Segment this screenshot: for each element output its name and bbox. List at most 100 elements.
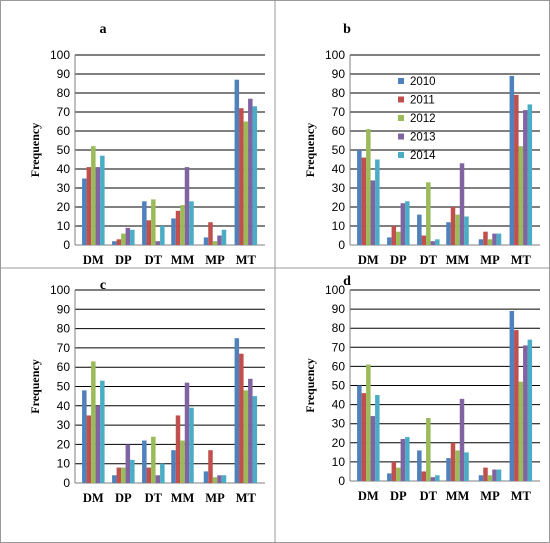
bar-mm-2013 [184, 382, 190, 483]
bar-mp-2014 [221, 475, 227, 483]
bar-mt-2010 [509, 75, 515, 246]
bar-dp-2013 [400, 203, 406, 245]
legend-swatch [398, 115, 404, 121]
y-tick-label: 80 [332, 86, 346, 100]
x-tick-label: DM [358, 489, 379, 503]
x-tick-label: DP [115, 253, 132, 267]
bar-mt-2014 [252, 106, 258, 245]
panel-a: a 0 10 20 30 40 50 60 70 80 90 100 Frequency DM DP DT MM… [28, 22, 265, 267]
x-tick-label: DP [115, 491, 132, 505]
bar-mm-2014 [189, 201, 194, 245]
bar-mt-2013 [248, 378, 253, 483]
bar-mp-2014 [496, 469, 502, 481]
panel-d: d 0 10 20 30 40 50 60 70 80 90 100 Frequency DM DP DT MM… [303, 274, 540, 503]
bar-mp-2010 [203, 237, 209, 245]
bar-dm-2012 [366, 364, 371, 481]
bar-dm-2011 [361, 157, 367, 245]
panel-title: a [100, 22, 107, 37]
bar-mp-2013 [492, 233, 497, 245]
bar-dp-2012 [396, 467, 401, 481]
bar-dm-2012 [366, 129, 371, 245]
bar-dp-2010 [387, 237, 392, 245]
y-tick-label: 60 [57, 124, 71, 138]
bar-mt-2011 [239, 353, 244, 483]
x-tick-label: MM [446, 253, 470, 267]
y-axis-label: Frequency [28, 123, 42, 177]
y-tick-label: 20 [57, 437, 71, 451]
bar-dt-2013 [430, 477, 436, 481]
bar-dm-2010 [357, 385, 362, 481]
x-tick-label: MM [171, 491, 195, 505]
bar-dm-2014 [100, 155, 105, 245]
bar-mt-2012 [243, 121, 249, 245]
y-tick-label: 80 [57, 322, 71, 336]
bar-mp-2012 [487, 239, 493, 245]
y-tick-label: 30 [57, 418, 71, 432]
x-tick-label: DM [358, 253, 379, 267]
bar-mt-2013 [523, 110, 528, 245]
bar-dp-2011 [116, 239, 122, 245]
bar-dt-2010 [142, 440, 147, 483]
bar-dm-2013 [95, 167, 101, 245]
y-tick-label: 30 [332, 417, 346, 431]
bar-dp-2012 [396, 231, 401, 245]
bar-mm-2014 [464, 216, 469, 245]
bar-mt-2011 [239, 108, 244, 245]
bar-mp-2010 [203, 471, 209, 483]
bar-mt-2011 [514, 94, 519, 246]
legend-swatch [398, 96, 404, 103]
bar-mt-2014 [527, 339, 533, 481]
bar-mp-2013 [492, 469, 497, 481]
bar-dt-2013 [430, 241, 436, 245]
panel-title: d [343, 274, 351, 289]
bar-dt-2013 [155, 241, 161, 245]
bar-mp-2014 [496, 233, 502, 245]
bar-mp-2012 [487, 475, 493, 481]
bar-dt-2013 [155, 475, 161, 483]
y-tick-label: 100 [50, 48, 70, 62]
bar-dm-2011 [361, 393, 367, 481]
bar-mp-2011 [483, 231, 488, 245]
x-tick-label: MP [205, 253, 225, 267]
bar-mm-2012 [180, 440, 185, 483]
bar-dp-2012 [121, 467, 126, 483]
y-tick-label: 40 [332, 398, 346, 412]
y-tick-label: 10 [57, 457, 71, 471]
bar-mm-2012 [180, 205, 185, 245]
y-tick-label: 70 [332, 105, 346, 119]
bar-dp-2014 [130, 229, 135, 245]
y-tick-label: 90 [332, 302, 346, 316]
y-tick-label: 60 [332, 124, 346, 138]
bar-dm-2011 [86, 415, 92, 483]
bar-dm-2014 [100, 380, 105, 483]
legend-swatch [398, 152, 404, 158]
y-axis-label: Frequency [303, 123, 317, 177]
bar-mp-2014 [221, 229, 227, 245]
y-tick-label: 40 [57, 162, 71, 176]
bar-dp-2012 [121, 233, 126, 245]
x-tick-label: MP [480, 489, 500, 503]
bar-mt-2014 [527, 104, 533, 246]
bar-mm-2012 [455, 214, 460, 245]
bar-dt-2014 [160, 226, 165, 245]
bar-mm-2011 [450, 442, 456, 481]
bar-mt-2012 [518, 381, 524, 481]
x-tick-label: MT [236, 253, 257, 267]
panel-title: b [343, 22, 351, 37]
y-tick-label: 30 [332, 181, 346, 195]
bar-dp-2010 [112, 475, 117, 483]
y-tick-label: 100 [50, 283, 70, 297]
bar-mp-2011 [208, 222, 213, 245]
legend-entry: 2010 [410, 76, 436, 88]
y-tick-label: 20 [332, 200, 346, 214]
bar-mm-2010 [446, 222, 451, 245]
bar-dt-2010 [417, 214, 422, 245]
bar-dm-2014 [375, 395, 380, 481]
bar-mt-2011 [514, 330, 519, 481]
bar-mp-2011 [483, 467, 488, 481]
bar-dm-2013 [95, 405, 101, 483]
y-tick-label: 20 [332, 436, 346, 450]
bar-mm-2011 [175, 210, 181, 245]
y-tick-label: 90 [57, 302, 71, 316]
